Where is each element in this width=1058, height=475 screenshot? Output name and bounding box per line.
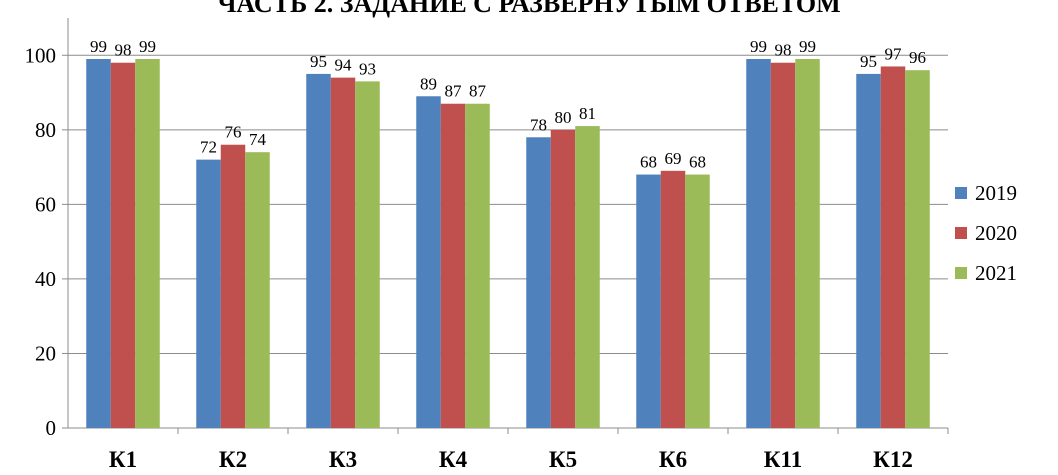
bar	[575, 126, 600, 428]
y-tick-label: 40	[35, 267, 56, 291]
category-label: К12	[873, 447, 913, 472]
bar	[550, 129, 576, 428]
data-label: 98	[115, 41, 132, 60]
legend-swatch	[955, 227, 967, 239]
data-label: 97	[885, 44, 903, 63]
bar	[440, 103, 466, 429]
bar	[245, 152, 270, 428]
data-label: 76	[225, 123, 242, 142]
bar	[220, 144, 246, 428]
legend-swatch	[955, 267, 967, 279]
category-label: К1	[109, 447, 137, 472]
data-label: 96	[909, 48, 926, 67]
data-label: 99	[90, 37, 107, 56]
data-label: 78	[530, 115, 547, 134]
data-label: 95	[310, 52, 327, 71]
bar	[795, 59, 820, 428]
data-label: 72	[200, 138, 217, 157]
category-label: К3	[329, 447, 357, 472]
legend-label: 2019	[975, 181, 1017, 205]
data-label: 69	[665, 149, 682, 168]
category-label: К5	[549, 447, 577, 472]
data-label: 94	[335, 56, 353, 75]
bar	[746, 59, 771, 428]
bar	[856, 73, 881, 428]
bar	[416, 96, 441, 428]
category-label: К11	[764, 447, 802, 472]
data-label: 68	[640, 153, 657, 172]
legend-label: 2021	[975, 261, 1017, 285]
y-tick-label: 0	[46, 416, 57, 440]
bar	[86, 59, 111, 428]
bar	[355, 81, 380, 428]
category-label: К2	[219, 447, 247, 472]
bar	[306, 73, 331, 428]
data-label: 68	[689, 153, 706, 172]
data-label: 95	[860, 52, 877, 71]
bar	[330, 77, 356, 429]
bar	[526, 137, 551, 429]
data-label: 80	[555, 108, 572, 127]
y-tick-label: 80	[35, 118, 56, 142]
legend-swatch	[955, 187, 967, 199]
y-tick-label: 60	[35, 192, 56, 216]
legend-label: 2020	[975, 221, 1017, 245]
bar	[660, 170, 686, 428]
data-label: 87	[469, 82, 487, 101]
bar	[880, 66, 906, 429]
category-label: К4	[439, 447, 468, 472]
bar	[135, 59, 160, 428]
data-label: 89	[420, 74, 437, 93]
data-label: 74	[249, 130, 267, 149]
data-label: 81	[579, 104, 596, 123]
data-label: 99	[750, 37, 767, 56]
y-tick-label: 20	[35, 341, 56, 365]
bar	[770, 62, 796, 429]
data-label: 93	[359, 59, 376, 78]
data-label: 98	[775, 41, 792, 60]
bar	[685, 174, 710, 428]
chart-title: ЧАСТЬ 2. ЗАДАНИЕ С РАЗВЕРНУТЫМ ОТВЕТОМ	[217, 0, 841, 18]
y-tick-label: 100	[25, 43, 57, 67]
data-label: 99	[139, 37, 156, 56]
data-label: 87	[445, 82, 463, 101]
bar	[196, 159, 221, 429]
data-label: 99	[799, 37, 816, 56]
bar	[636, 174, 661, 428]
bar	[465, 103, 490, 429]
bar	[905, 70, 930, 428]
bar	[110, 62, 136, 429]
category-label: К6	[659, 447, 687, 472]
